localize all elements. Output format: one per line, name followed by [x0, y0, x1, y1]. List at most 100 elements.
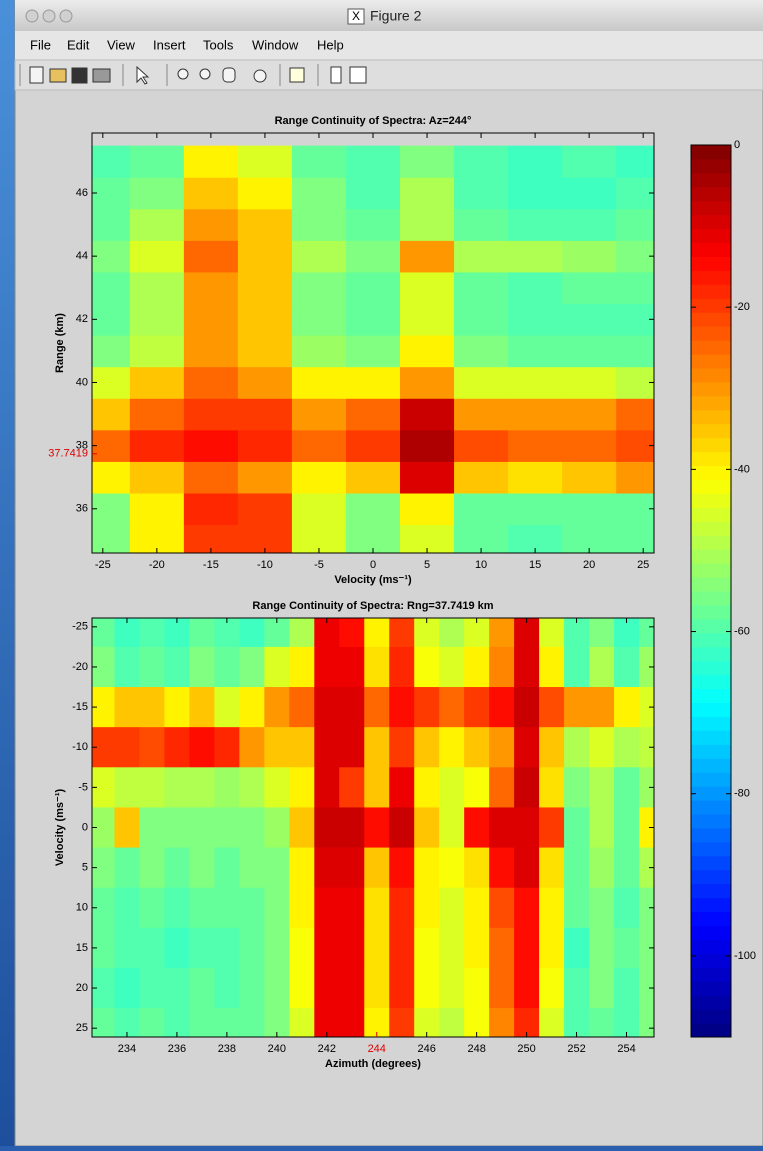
- heatmap-cell: [464, 927, 490, 969]
- heatmap-cell: [237, 145, 293, 178]
- x-tick-label: 240: [268, 1043, 286, 1055]
- heatmap-cell: [364, 967, 390, 1009]
- colorbar-strip: [691, 242, 731, 257]
- colorbar-strip: [691, 744, 731, 759]
- heatmap-cell: [92, 687, 115, 728]
- menu-item[interactable]: Help: [317, 37, 344, 52]
- menu-item[interactable]: File: [30, 37, 51, 52]
- heatmap-cell: [239, 727, 265, 768]
- heatmap-cell: [114, 927, 140, 969]
- heatmap-cell: [562, 429, 617, 462]
- heatmap-cell: [164, 807, 190, 849]
- heatmap-cell: [239, 847, 265, 889]
- colorbar-strip: [691, 688, 731, 703]
- heatmap-cell: [129, 335, 185, 368]
- heatmap-cell: [139, 887, 165, 929]
- heatmap-cell: [291, 398, 347, 431]
- heatmap-cell: [539, 1008, 565, 1037]
- heatmap-cell: [314, 646, 340, 688]
- zoom-out-icon[interactable]: [199, 68, 211, 80]
- colorbar-icon[interactable]: [330, 66, 342, 84]
- save-icon[interactable]: [71, 67, 88, 84]
- open-icon[interactable]: [49, 68, 67, 83]
- chart-title: Range Continuity of Spectra: Rng=37.7419…: [252, 600, 493, 612]
- heatmap-cell: [614, 646, 640, 688]
- colorbar-strip: [691, 800, 731, 815]
- heatmap-cell: [92, 887, 115, 929]
- heatmap-cell: [400, 271, 455, 305]
- heatmap-cell: [639, 646, 654, 688]
- colorbar-strip: [691, 702, 731, 717]
- heatmap-cell: [639, 807, 654, 849]
- menu-item[interactable]: Window: [252, 37, 299, 52]
- colorbar-strip: [691, 730, 731, 745]
- new-icon[interactable]: [29, 66, 44, 84]
- heatmap-cell: [514, 646, 540, 688]
- colorbar-tick-label: -20: [734, 301, 750, 313]
- heatmap-cell: [489, 927, 515, 969]
- pan-icon[interactable]: [222, 67, 236, 83]
- heatmap-cell: [291, 177, 347, 210]
- heatmap-cell: [489, 1008, 515, 1037]
- heatmap-cell: [129, 240, 185, 273]
- print-icon[interactable]: [92, 68, 111, 83]
- x-tick-label: 20: [583, 559, 595, 571]
- x-tick-label: 246: [418, 1043, 436, 1055]
- heatmap-cell: [589, 927, 615, 969]
- rotate-icon[interactable]: [253, 69, 267, 83]
- heatmap-cell: [264, 687, 290, 728]
- colorbar-strip: [691, 200, 731, 216]
- heatmap-cell: [237, 177, 293, 210]
- y-tick-label: -20: [72, 661, 88, 673]
- menu-item[interactable]: Insert: [153, 37, 186, 52]
- heatmap-cell: [414, 646, 440, 688]
- colorbar-strip: [691, 158, 731, 174]
- colorbar-strip: [691, 814, 731, 829]
- heatmap-cell: [189, 847, 215, 889]
- datatip-icon[interactable]: [289, 67, 305, 83]
- menu-bar: [15, 31, 763, 60]
- heatmap-cell: [400, 398, 455, 431]
- heatmap-cell: [414, 847, 440, 889]
- pointer-icon[interactable]: [136, 65, 150, 85]
- heatmap-cell: [489, 807, 515, 849]
- colorbar-strip: [691, 758, 731, 773]
- heatmap-cell: [389, 967, 415, 1009]
- colorbar-strip: [691, 604, 731, 620]
- heatmap-cell: [464, 687, 490, 728]
- heatmap-cell: [489, 767, 515, 808]
- heatmap-cell: [92, 767, 115, 808]
- heatmap-cell: [289, 927, 315, 969]
- minimize-button[interactable]: [42, 9, 56, 23]
- menu-item[interactable]: View: [107, 37, 136, 52]
- heatmap-cell: [514, 807, 540, 849]
- zoom-in-icon[interactable]: [177, 68, 189, 80]
- heatmap-cell: [339, 847, 365, 889]
- x11-icon: [347, 8, 365, 25]
- heatmap-cell: [564, 887, 590, 929]
- heatmap-cell: [364, 618, 390, 648]
- colorbar-strip: [691, 214, 731, 230]
- heatmap-cell: [562, 177, 617, 210]
- heatmap-cell: [489, 887, 515, 929]
- y-tick-label: 25: [76, 1022, 88, 1034]
- heatmap-cell: [164, 687, 190, 728]
- heatmap-cell: [214, 887, 240, 929]
- legend-icon[interactable]: [349, 66, 367, 84]
- close-button[interactable]: [25, 9, 39, 23]
- heatmap-cell: [345, 208, 401, 241]
- menu-item[interactable]: Tools: [203, 37, 234, 52]
- heatmap-cell: [164, 927, 190, 969]
- heatmap-cell: [508, 366, 563, 399]
- menu-item[interactable]: Edit: [67, 37, 90, 52]
- zoom-button[interactable]: [59, 9, 73, 23]
- heatmap-cell: [439, 687, 465, 728]
- heatmap-cell: [564, 967, 590, 1009]
- heatmap-cell: [345, 429, 401, 462]
- heatmap-cell: [291, 366, 347, 399]
- colorbar-tick-label: -100: [734, 950, 756, 962]
- y-axis-label: Velocity (ms⁻¹): [54, 788, 66, 866]
- heatmap-cell: [214, 646, 240, 688]
- heatmap-cell: [239, 887, 265, 929]
- heatmap-cell: [364, 767, 390, 808]
